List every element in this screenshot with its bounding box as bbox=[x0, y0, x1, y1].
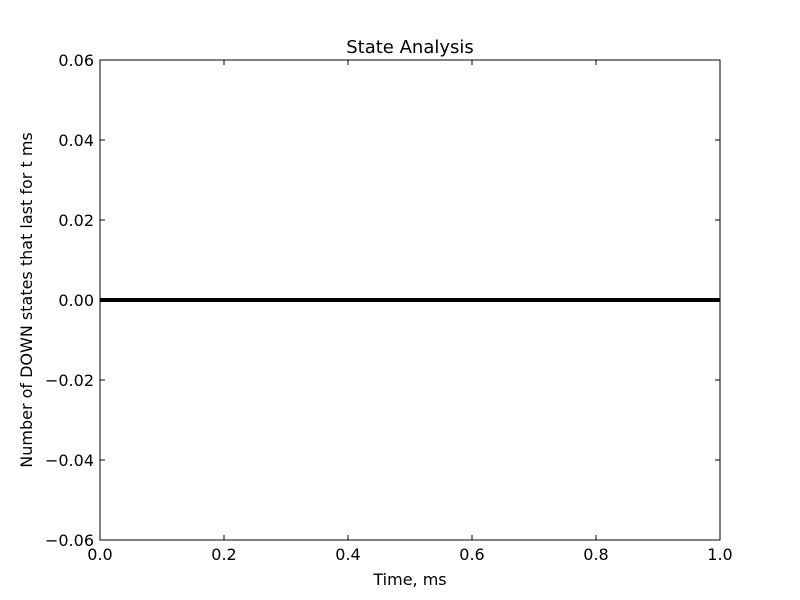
y-tick-label: −0.06 bbox=[45, 531, 94, 550]
x-tick-label: 0.4 bbox=[335, 545, 360, 564]
y-axis-label: Number of DOWN states that last for t ms bbox=[17, 132, 36, 468]
y-tick-label: 0.04 bbox=[58, 131, 94, 150]
chart-title: State Analysis bbox=[346, 37, 474, 58]
x-axis-label: Time, ms bbox=[372, 570, 446, 589]
x-tick-label: 0.0 bbox=[87, 545, 112, 564]
x-tick-label: 0.6 bbox=[459, 545, 484, 564]
x-axis-ticks: 0.0 0.2 0.4 0.6 0.8 1.0 bbox=[87, 60, 733, 564]
x-tick-label: 1.0 bbox=[707, 545, 732, 564]
x-tick-label: 0.8 bbox=[583, 545, 608, 564]
y-tick-label: 0.06 bbox=[58, 51, 94, 70]
y-tick-label: −0.04 bbox=[45, 451, 94, 470]
plot-area-frame bbox=[99, 59, 721, 541]
y-axis-ticks: −0.06 −0.04 −0.02 0.00 0.02 0.04 0.06 bbox=[45, 51, 720, 550]
y-tick-label: 0.02 bbox=[58, 211, 94, 230]
y-tick-label: −0.02 bbox=[45, 371, 94, 390]
y-tick-label: 0.00 bbox=[58, 291, 94, 310]
x-tick-label: 0.2 bbox=[211, 545, 236, 564]
